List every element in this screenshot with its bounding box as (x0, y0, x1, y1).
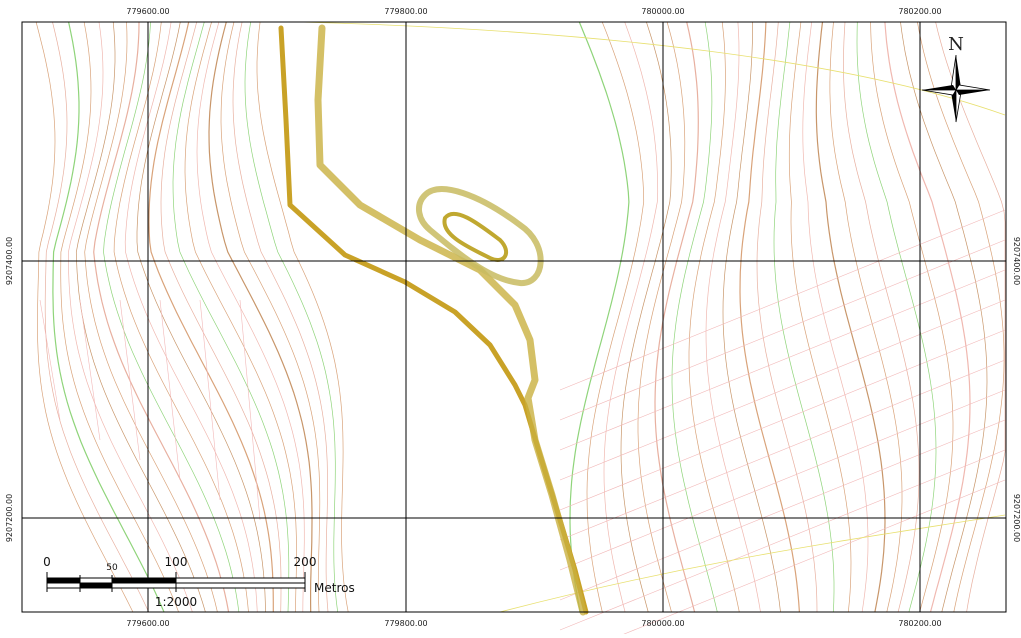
grid-label: 779600.00 (126, 619, 169, 628)
grid-label: 780000.00 (641, 7, 684, 16)
grid-label: 9207200.00 (1012, 494, 1021, 542)
scale-label: 200 (294, 555, 317, 569)
north-label: N (948, 34, 964, 55)
grid-label: 780000.00 (641, 619, 684, 628)
scale-ratio: 1:2000 (155, 595, 197, 609)
map-view: 779600.00 779800.00 780000.00 780200.00 … (0, 0, 1021, 634)
grid-label: 9207400.00 (5, 237, 14, 285)
grid-label: 9207200.00 (5, 494, 14, 542)
grid-label: 780200.00 (898, 619, 941, 628)
grid-label: 779600.00 (126, 7, 169, 16)
scale-label: 50 (106, 563, 118, 573)
grid-label: 780200.00 (898, 7, 941, 16)
scale-label: 100 (165, 555, 188, 569)
grid-label: 779800.00 (384, 619, 427, 628)
scale-unit: Metros (314, 581, 355, 595)
scale-label: 0 (43, 555, 51, 569)
grid-label: 779800.00 (384, 7, 427, 16)
page: {"map": { "grid_x_top": ["779600.00", "7… (0, 0, 1021, 634)
grid-label: 9207400.00 (1012, 237, 1021, 285)
